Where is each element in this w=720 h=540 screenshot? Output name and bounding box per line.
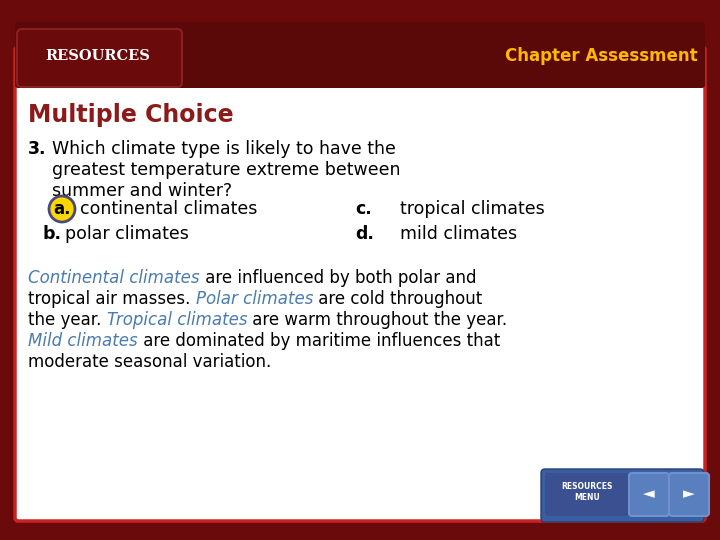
Text: b.: b. xyxy=(42,225,61,243)
Text: tropical climates: tropical climates xyxy=(400,200,545,218)
Text: Continental climates: Continental climates xyxy=(28,269,199,287)
FancyBboxPatch shape xyxy=(15,47,705,521)
Text: RESOURCES
MENU: RESOURCES MENU xyxy=(562,482,613,502)
Text: 3.: 3. xyxy=(28,140,47,158)
FancyBboxPatch shape xyxy=(541,469,704,522)
FancyBboxPatch shape xyxy=(545,473,629,516)
Text: Mild climates: Mild climates xyxy=(28,332,138,350)
Text: continental climates: continental climates xyxy=(80,200,257,218)
Text: Polar climates: Polar climates xyxy=(196,290,313,308)
Text: Chapter Assessment: Chapter Assessment xyxy=(505,47,698,65)
Text: polar climates: polar climates xyxy=(65,225,189,243)
Text: d.: d. xyxy=(355,225,374,243)
Text: are cold throughout: are cold throughout xyxy=(313,290,482,308)
Text: are warm throughout the year.: are warm throughout the year. xyxy=(247,311,508,329)
FancyBboxPatch shape xyxy=(629,473,669,516)
Text: Multiple Choice: Multiple Choice xyxy=(28,103,233,127)
Text: tropical air masses.: tropical air masses. xyxy=(28,290,196,308)
FancyBboxPatch shape xyxy=(669,473,709,516)
Text: Tropical climates: Tropical climates xyxy=(107,311,247,329)
Circle shape xyxy=(49,196,75,222)
FancyBboxPatch shape xyxy=(17,29,182,87)
Text: moderate seasonal variation.: moderate seasonal variation. xyxy=(28,353,271,371)
Text: mild climates: mild climates xyxy=(400,225,517,243)
Text: greatest temperature extreme between: greatest temperature extreme between xyxy=(52,161,400,179)
Text: a.: a. xyxy=(53,200,71,218)
Text: ►: ► xyxy=(683,487,695,502)
Text: summer and winter?: summer and winter? xyxy=(52,182,232,200)
Text: RESOURCES: RESOURCES xyxy=(45,49,150,63)
Text: Which climate type is likely to have the: Which climate type is likely to have the xyxy=(52,140,396,158)
Text: are dominated by maritime influences that: are dominated by maritime influences tha… xyxy=(138,332,500,350)
Text: are influenced by both polar and: are influenced by both polar and xyxy=(199,269,476,287)
Text: the year.: the year. xyxy=(28,311,107,329)
Text: ◄: ◄ xyxy=(643,487,655,502)
Text: c.: c. xyxy=(355,200,372,218)
FancyBboxPatch shape xyxy=(15,22,705,88)
